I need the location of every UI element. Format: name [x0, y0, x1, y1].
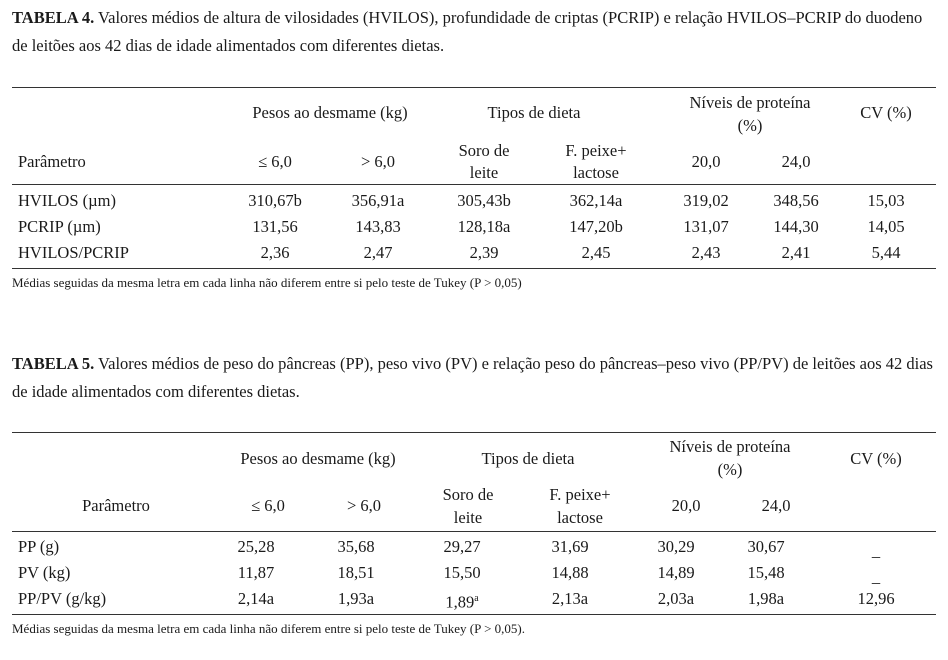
table5-mid-rule [12, 531, 936, 532]
t4-row2-v2: 2,39 [469, 243, 499, 262]
t5-row2-v2-superscript: a [474, 593, 479, 604]
table4-caption-text: Valores médios de altura de vilosidades … [12, 8, 923, 55]
table5-note: Médias seguidas da mesma letra em cada l… [12, 621, 525, 636]
t5-sub-lactose: lactose [557, 508, 603, 527]
table5-caption-label: TABELA 5. [12, 354, 95, 373]
t4-row0-v6: 15,03 [867, 191, 905, 210]
t4-row1-v6: 14,05 [867, 217, 905, 236]
t4-header-niveis: Níveis de proteína [689, 93, 811, 112]
t5-sub-gt6: > 6,0 [346, 496, 382, 515]
t5-row0-v4: 30,29 [657, 537, 695, 556]
t5-row1-param: PV (kg) [18, 563, 71, 582]
t4-row1-v0: 131,56 [252, 217, 298, 236]
t5-row0-v6: _ [871, 541, 881, 560]
t4-row1-v3: 147,20b [569, 217, 623, 236]
t4-header-pesos: Pesos ao desmame (kg) [252, 103, 408, 122]
t5-header-tipos: Tipos de dieta [481, 449, 575, 468]
t5-row0-v1: 35,68 [337, 537, 375, 556]
t4-header-niveis-unit: (%) [737, 116, 763, 135]
table4-caption: TABELA 4. Valores médios de altura de vi… [12, 4, 936, 60]
t5-row0-v2: 29,27 [443, 537, 481, 556]
t4-header-cv: CV (%) [860, 103, 912, 122]
t5-header-cv: CV (%) [850, 449, 902, 468]
t4-sub-lactose: lactose [573, 163, 619, 182]
t4-row1-v1: 143,83 [355, 217, 401, 236]
t5-row2-param: PP/PV (g/kg) [18, 589, 107, 608]
t4-sub-fpeixe: F. peixe+ [565, 141, 627, 160]
t4-sub-leite: leite [469, 163, 499, 182]
table5-caption-text: Valores médios de peso do pâncreas (PP),… [12, 354, 933, 401]
t5-row2-v2-value: 1,89 [445, 592, 475, 612]
t5-sub-24: 24,0 [761, 496, 791, 515]
t5-row1-v1: 18,51 [337, 563, 375, 582]
t4-row2-v0: 2,36 [260, 243, 290, 262]
t5-row1-v6: _ [871, 567, 881, 586]
table4-mid-rule [12, 184, 936, 185]
t4-row2-v1: 2,47 [363, 243, 393, 262]
t5-header-niveis-unit: (%) [717, 460, 743, 479]
table4-top-rule [12, 87, 936, 88]
table4-bottom-rule [12, 268, 936, 269]
t5-row0-v0: 25,28 [237, 537, 275, 556]
t4-sub-le6: ≤ 6,0 [258, 152, 292, 171]
t4-row1-v5: 144,30 [773, 217, 819, 236]
t5-row1-v4: 14,89 [657, 563, 695, 582]
t4-row0-v1: 356,91a [351, 191, 405, 210]
t4-row1-v2: 128,18a [457, 217, 511, 236]
t5-row0-v5: 30,67 [747, 537, 785, 556]
t4-row2-v6: 5,44 [871, 243, 901, 262]
t5-row2-v2: 1,89a [445, 588, 478, 614]
t5-header-niveis: Níveis de proteína [669, 437, 791, 456]
t4-row2-v5: 2,41 [781, 243, 811, 262]
t4-header-tipos: Tipos de dieta [487, 103, 581, 122]
t5-row2-v1: 1,93a [337, 589, 375, 608]
t5-sub-fpeixe: F. peixe+ [549, 485, 611, 504]
t5-row1-v3: 14,88 [551, 563, 589, 582]
t5-row1-v0: 11,87 [237, 563, 275, 582]
t5-row1-v5: 15,48 [747, 563, 785, 582]
t4-sub-gt6: > 6,0 [360, 152, 396, 171]
t4-row0-v2: 305,43b [457, 191, 511, 210]
t4-row0-param: HVILOS (µm) [18, 191, 116, 210]
table5-top-rule [12, 432, 936, 433]
t4-row0-v4: 319,02 [683, 191, 729, 210]
t5-row2-v5: 1,98a [747, 589, 785, 608]
table4-caption-label: TABELA 4. [12, 8, 95, 27]
t4-sub-soro: Soro de [458, 141, 510, 160]
t4-row1-v4: 131,07 [683, 217, 729, 236]
table4-note: Médias seguidas da mesma letra em cada l… [12, 275, 522, 290]
t4-row2-param: HVILOS/PCRIP [18, 243, 129, 262]
table5-bottom-rule [12, 614, 936, 615]
t5-row2-v4: 2,03a [657, 589, 695, 608]
t5-sub-le6: ≤ 6,0 [251, 496, 285, 515]
t5-sub-soro: Soro de [442, 485, 494, 504]
t5-row2-v3: 2,13a [551, 589, 589, 608]
t5-row2-v6: 12,96 [857, 589, 895, 608]
t4-sub-20: 20,0 [691, 152, 721, 171]
t4-sub-24: 24,0 [781, 152, 811, 171]
t4-param-label: Parâmetro [18, 152, 86, 171]
table5-caption: TABELA 5. Valores médios de peso do pânc… [12, 350, 936, 406]
t5-row1-v2: 15,50 [443, 563, 481, 582]
t4-row0-v3: 362,14a [569, 191, 623, 210]
t5-sub-leite: leite [453, 508, 483, 527]
t5-header-pesos: Pesos ao desmame (kg) [240, 449, 396, 468]
t5-sub-20: 20,0 [671, 496, 701, 515]
t5-param-label: Parâmetro [82, 496, 150, 515]
t5-row0-v3: 31,69 [551, 537, 589, 556]
t5-row2-v0: 2,14a [237, 589, 275, 608]
t4-row2-v4: 2,43 [691, 243, 721, 262]
t4-row2-v3: 2,45 [581, 243, 611, 262]
t5-row0-param: PP (g) [18, 537, 60, 556]
t4-row0-v5: 348,56 [773, 191, 819, 210]
t4-row0-v0: 310,67b [248, 191, 302, 210]
t4-row1-param: PCRIP (µm) [18, 217, 101, 236]
